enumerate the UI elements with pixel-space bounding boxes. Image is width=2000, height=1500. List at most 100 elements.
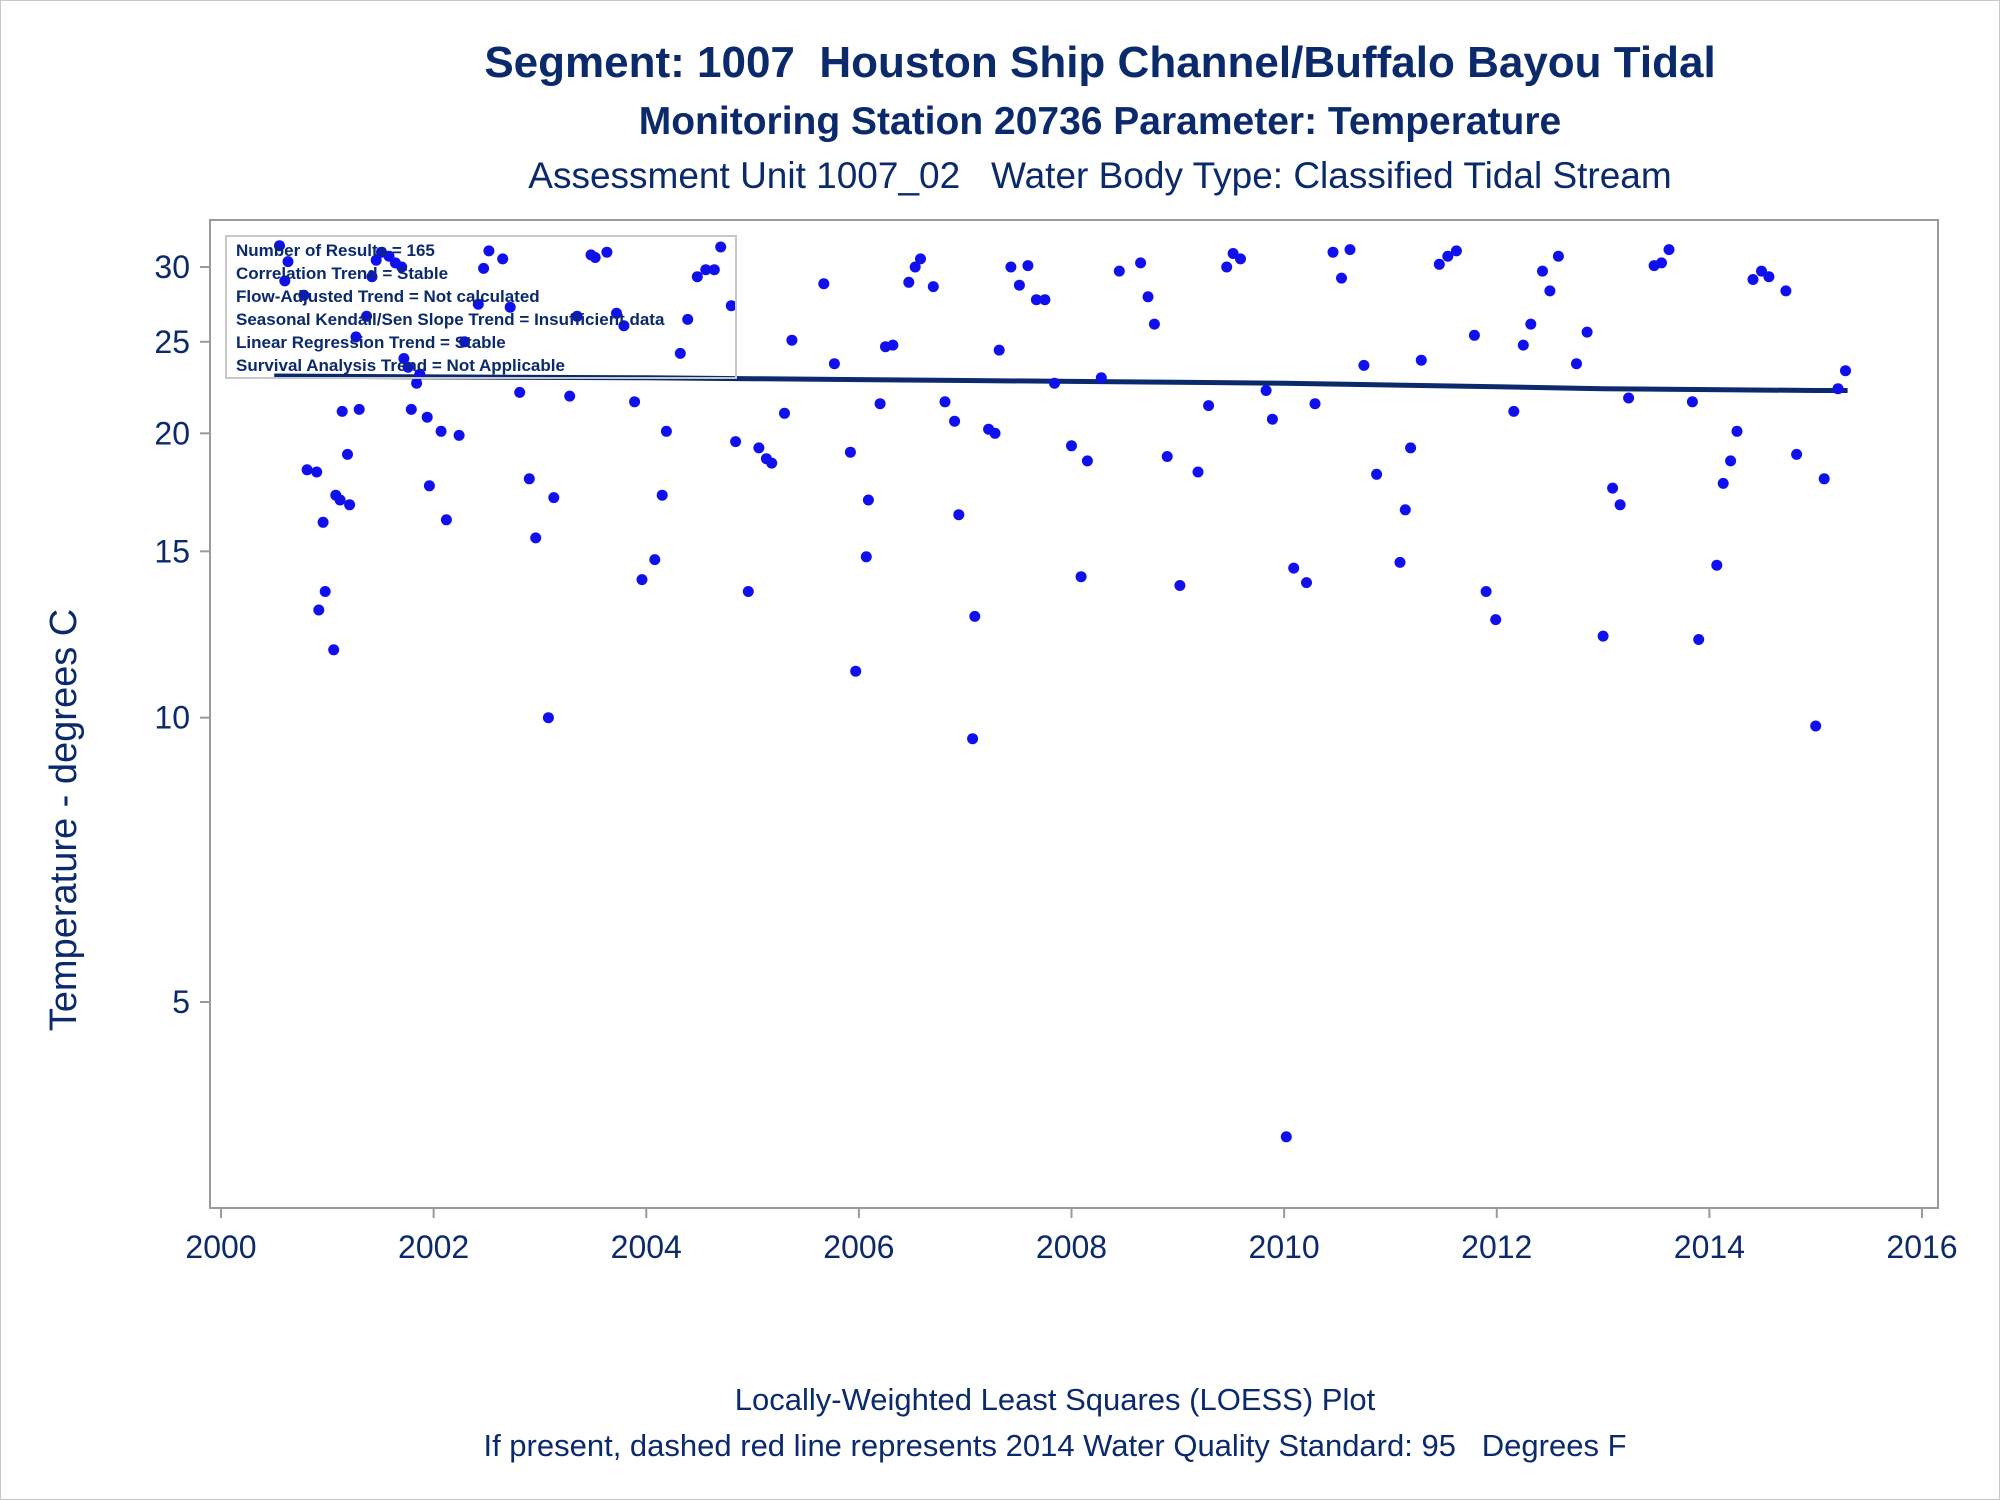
data-point — [674, 347, 686, 359]
data-point — [1818, 473, 1830, 485]
data-point — [1623, 392, 1635, 404]
data-point — [440, 514, 452, 526]
data-point — [1309, 398, 1321, 410]
data-point — [1810, 720, 1822, 732]
data-point — [708, 264, 720, 276]
data-point — [1552, 250, 1564, 262]
data-point — [1135, 257, 1147, 269]
data-point — [953, 509, 965, 521]
data-point — [766, 457, 778, 469]
data-point — [1013, 279, 1025, 291]
data-point — [660, 425, 672, 437]
data-point — [1235, 253, 1246, 265]
chart-subtitle-2: Assessment Unit 1007_02 Water Body Type:… — [528, 155, 1672, 196]
data-point — [1415, 354, 1427, 366]
data-point — [350, 331, 362, 343]
data-point — [1763, 271, 1775, 283]
data-point — [396, 261, 408, 273]
data-point — [342, 448, 353, 460]
data-point — [542, 712, 554, 724]
data-point — [1663, 244, 1675, 256]
data-point — [1433, 258, 1445, 270]
data-point — [1571, 358, 1582, 370]
data-point — [1747, 274, 1759, 285]
data-point — [1656, 257, 1667, 269]
data-point — [497, 253, 509, 265]
axes: 2000 2002 2004 2006 2008 2010 2012 2014 2016 5 10 1… — [154, 219, 1958, 1265]
data-point — [611, 307, 622, 319]
data-point — [301, 464, 313, 476]
data-point — [860, 551, 872, 563]
stats-box: Number of Results = 165 Correlation Trend… — [225, 235, 737, 379]
data-point — [700, 264, 712, 276]
data-point — [967, 733, 979, 745]
data-point — [282, 256, 294, 268]
data-point — [1711, 559, 1723, 571]
data-point — [353, 403, 365, 415]
data-point — [939, 396, 951, 408]
data-point — [1597, 630, 1609, 642]
data-point — [361, 310, 373, 322]
data-point — [1336, 272, 1347, 284]
data-point — [691, 271, 703, 283]
data-point — [1480, 586, 1492, 597]
data-point — [1005, 261, 1017, 273]
data-point — [411, 377, 423, 389]
data-point — [334, 494, 346, 506]
data-point — [435, 425, 447, 437]
x-tick-label: 2008 — [1036, 1229, 1107, 1265]
data-point — [1174, 580, 1186, 591]
data-point — [402, 361, 414, 373]
data-point — [1442, 250, 1454, 262]
data-point — [1066, 440, 1077, 452]
stats-box-line: Correlation Trend = Stable — [236, 264, 448, 283]
data-point — [311, 466, 323, 478]
data-point — [336, 405, 348, 417]
data-point — [1192, 466, 1204, 478]
data-point — [1113, 265, 1125, 277]
data-point — [589, 252, 601, 263]
data-point — [844, 446, 856, 458]
data-point — [514, 386, 526, 398]
data-point — [1614, 499, 1626, 511]
data-point — [1358, 359, 1370, 371]
data-point — [725, 300, 737, 312]
data-point — [370, 254, 382, 266]
data-point — [1517, 339, 1529, 351]
data-point — [1288, 562, 1300, 574]
data-point — [874, 398, 886, 410]
stats-box-line: Linear Regression Trend = Stable — [236, 333, 506, 352]
y-tick-label: 5 — [172, 984, 190, 1020]
data-point — [1525, 318, 1537, 330]
data-point — [779, 407, 790, 419]
data-point — [366, 271, 378, 283]
data-point — [969, 610, 981, 622]
data-point — [1371, 468, 1383, 480]
data-point — [414, 368, 426, 380]
y-tick-label: 30 — [154, 249, 190, 285]
data-point — [915, 253, 926, 265]
data-point — [1581, 326, 1593, 338]
data-point — [398, 353, 410, 364]
data-point — [328, 644, 340, 656]
data-point — [298, 289, 310, 301]
data-point — [459, 336, 470, 348]
data-point — [1686, 396, 1698, 408]
data-point — [1537, 265, 1548, 277]
data-point — [1490, 614, 1502, 626]
data-point — [453, 429, 465, 441]
y-tick-label: 10 — [154, 700, 190, 736]
data-point — [1832, 383, 1844, 395]
data-point — [1468, 329, 1480, 341]
data-point — [1039, 294, 1051, 306]
stats-box-border — [225, 235, 737, 379]
data-point — [682, 313, 694, 325]
data-point — [1081, 455, 1093, 467]
data-point — [1405, 442, 1417, 454]
data-point — [1717, 477, 1729, 489]
chart-subtitle: Monitoring Station 20736 Parameter: Temp… — [638, 100, 1562, 143]
x-tick-label: 2012 — [1461, 1229, 1532, 1265]
data-point — [1607, 482, 1619, 494]
data-point — [530, 532, 542, 544]
data-point — [1840, 365, 1851, 377]
